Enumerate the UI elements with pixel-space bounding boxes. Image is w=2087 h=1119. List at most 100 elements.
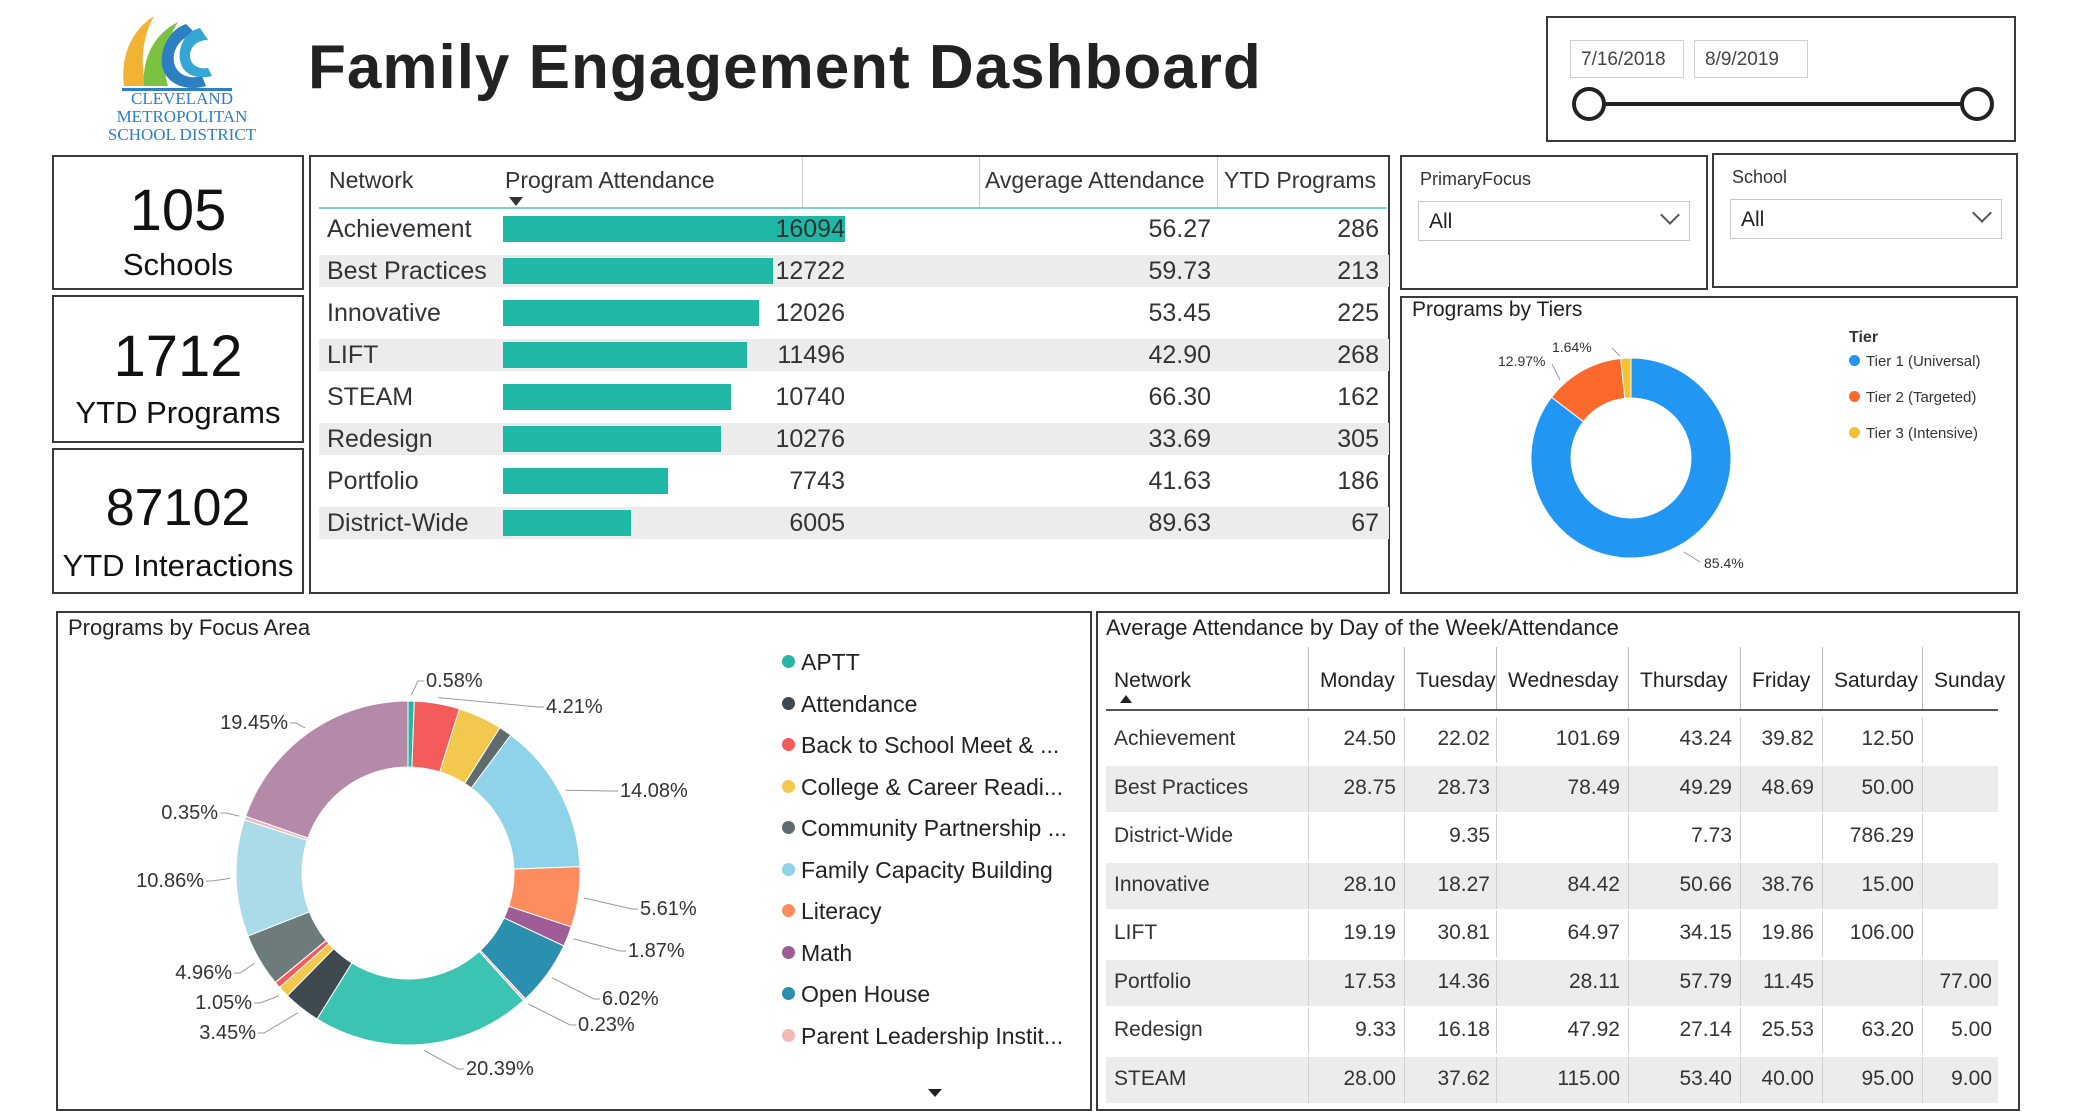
leader-line xyxy=(234,962,255,974)
matrix-row[interactable]: STEAM 28.00 37.62 115.00 53.40 40.00 95.00 9.00 xyxy=(1106,1056,1998,1103)
tier-slice[interactable] xyxy=(1530,357,1732,559)
legend-scroll-down-icon[interactable] xyxy=(928,1089,942,1097)
tier-slice[interactable] xyxy=(1620,357,1632,399)
primary-focus-dropdown[interactable]: All xyxy=(1418,201,1690,241)
matrix-col-divider xyxy=(1822,765,1823,812)
table-row[interactable]: Redesign 10276 33.69 305 xyxy=(319,423,1389,455)
network-name: Portfolio xyxy=(327,467,419,495)
matrix-cell: 37.62 xyxy=(1437,1066,1490,1090)
matrix-col-divider xyxy=(1496,862,1497,909)
matrix-network-name: Achievement xyxy=(1114,727,1236,750)
legend-item[interactable]: Tier 3 (Intensive) xyxy=(1849,425,1978,442)
school-dropdown[interactable]: All xyxy=(1730,199,2002,239)
col-header-network[interactable]: Network xyxy=(329,167,414,193)
matrix-col-header[interactable]: Monday xyxy=(1320,669,1395,692)
sort-asc-icon xyxy=(1120,695,1132,703)
leader-line xyxy=(528,1003,576,1026)
matrix-col-header[interactable]: Thursday xyxy=(1640,669,1728,692)
legend-item[interactable]: College & Career Readi... xyxy=(782,774,1063,801)
slice-data-label: 3.45% xyxy=(199,1022,256,1044)
slice-data-label: 12.97% xyxy=(1498,353,1545,369)
attendance-bar[interactable] xyxy=(503,258,773,284)
matrix-col-divider xyxy=(1496,765,1497,812)
matrix-col-divider xyxy=(1308,765,1309,812)
matrix-row[interactable]: Achievement 24.50 22.02 101.69 43.24 39.82 12.… xyxy=(1106,717,1998,763)
table-row[interactable]: Best Practices 12722 59.73 213 xyxy=(319,255,1389,287)
legend-item[interactable]: Literacy xyxy=(782,898,882,925)
matrix-row[interactable]: District-Wide 9.35 7.73 786.29 xyxy=(1106,814,1998,860)
legend-item[interactable]: Back to School Meet & ... xyxy=(782,732,1059,759)
matrix-col-divider xyxy=(1740,911,1741,957)
matrix-cell: 39.82 xyxy=(1761,727,1814,750)
legend-item[interactable]: Open House xyxy=(782,981,930,1008)
legend-label: Back to School Meet & ... xyxy=(801,732,1060,758)
legend-item[interactable]: Math xyxy=(782,940,852,967)
table-row[interactable]: Innovative 12026 53.45 225 xyxy=(319,297,1389,329)
attendance-bar[interactable] xyxy=(503,300,759,326)
matrix-col-divider xyxy=(1308,1008,1309,1054)
focus-slice[interactable] xyxy=(245,700,409,839)
legend-item[interactable]: Attendance xyxy=(782,691,917,718)
attendance-bar[interactable] xyxy=(503,426,721,452)
table-row[interactable]: STEAM 10740 66.30 162 xyxy=(319,381,1389,413)
matrix-col-header[interactable]: Wednesday xyxy=(1508,669,1619,692)
matrix-col-divider xyxy=(1628,717,1629,763)
attendance-bar[interactable] xyxy=(503,342,747,368)
ytd-programs-value: 213 xyxy=(1337,257,1379,285)
primary-focus-slicer: PrimaryFocus All xyxy=(1400,155,1708,290)
matrix-col-divider xyxy=(1628,1008,1629,1054)
matrix-col-divider xyxy=(1822,647,1823,709)
table-row[interactable]: District-Wide 6005 89.63 67 xyxy=(319,507,1389,539)
matrix-col-header[interactable]: Saturday xyxy=(1834,669,1919,692)
start-date-input[interactable]: 7/16/2018 xyxy=(1570,40,1684,78)
chart-title: Programs by Tiers xyxy=(1412,298,1583,321)
table-divider xyxy=(979,157,980,207)
kpi-value: 87102 xyxy=(105,479,251,537)
matrix-row[interactable]: LIFT 19.19 30.81 64.97 34.15 19.86 106.00 xyxy=(1106,911,1998,957)
matrix-cell: 14.36 xyxy=(1437,969,1490,993)
legend-item[interactable]: Family Capacity Building xyxy=(782,857,1053,884)
attendance-bar[interactable] xyxy=(503,468,668,494)
legend-item[interactable]: Parent Leadership Instit... xyxy=(782,1023,1063,1050)
legend-item[interactable]: APTT xyxy=(782,649,860,676)
matrix-row[interactable]: Portfolio 17.53 14.36 28.11 57.79 11.45 77.00 xyxy=(1106,959,1998,1006)
legend-item[interactable]: Tier 2 (Targeted) xyxy=(1849,389,1976,406)
network-name: LIFT xyxy=(327,341,379,369)
legend-item[interactable]: Community Partnership ... xyxy=(782,815,1067,842)
matrix-col-header[interactable]: Network xyxy=(1114,669,1192,692)
end-date-input[interactable]: 8/9/2019 xyxy=(1694,40,1808,78)
attendance-bar[interactable] xyxy=(503,510,631,536)
col-header-attendance[interactable]: Program Attendance xyxy=(505,167,715,193)
table-row[interactable]: Achievement 16094 56.27 286 xyxy=(319,213,1389,245)
matrix-cell: 64.97 xyxy=(1567,921,1620,944)
matrix-col-divider xyxy=(1740,862,1741,909)
matrix-row[interactable]: Innovative 28.10 18.27 84.42 50.66 38.76 15.00 xyxy=(1106,862,1998,909)
col-header-ytd-programs[interactable]: YTD Programs xyxy=(1224,167,1377,193)
end-date-handle[interactable] xyxy=(1960,87,1994,121)
table-divider xyxy=(802,157,803,207)
legend-label: Literacy xyxy=(801,898,882,924)
avg-attendance-value: 41.63 xyxy=(1148,467,1211,495)
start-date-handle[interactable] xyxy=(1572,87,1606,121)
matrix-col-divider xyxy=(1922,862,1923,909)
matrix-cell: 50.00 xyxy=(1861,775,1914,799)
legend-label: Parent Leadership Instit... xyxy=(801,1022,1064,1049)
matrix-col-header[interactable]: Friday xyxy=(1752,669,1811,692)
attendance-bar[interactable] xyxy=(503,384,731,410)
leader-line xyxy=(584,897,638,910)
matrix-col-header[interactable]: Sunday xyxy=(1934,669,2006,692)
leader-line xyxy=(551,977,600,1000)
table-row[interactable]: LIFT 11496 42.90 268 xyxy=(319,339,1389,371)
matrix-col-header[interactable]: Tuesday xyxy=(1416,669,1496,692)
table-row[interactable]: Portfolio 7743 41.63 186 xyxy=(319,465,1389,497)
matrix-row[interactable]: Best Practices 28.75 28.73 78.49 49.29 48.69 5… xyxy=(1106,765,1998,812)
matrix-cell: 786.29 xyxy=(1849,824,1914,847)
matrix-row[interactable]: Redesign 9.33 16.18 47.92 27.14 25.53 63.20 5.0… xyxy=(1106,1008,1998,1054)
legend-item[interactable]: Tier 1 (Universal) xyxy=(1849,353,1980,370)
focus-slice[interactable] xyxy=(316,950,525,1046)
matrix-col-divider xyxy=(1628,959,1629,1006)
matrix-col-divider xyxy=(1496,959,1497,1006)
leader-line xyxy=(1683,551,1701,563)
attendance-bar[interactable] xyxy=(503,216,845,242)
col-header-avg-attendance[interactable]: Avgerage Attendance xyxy=(985,167,1205,193)
